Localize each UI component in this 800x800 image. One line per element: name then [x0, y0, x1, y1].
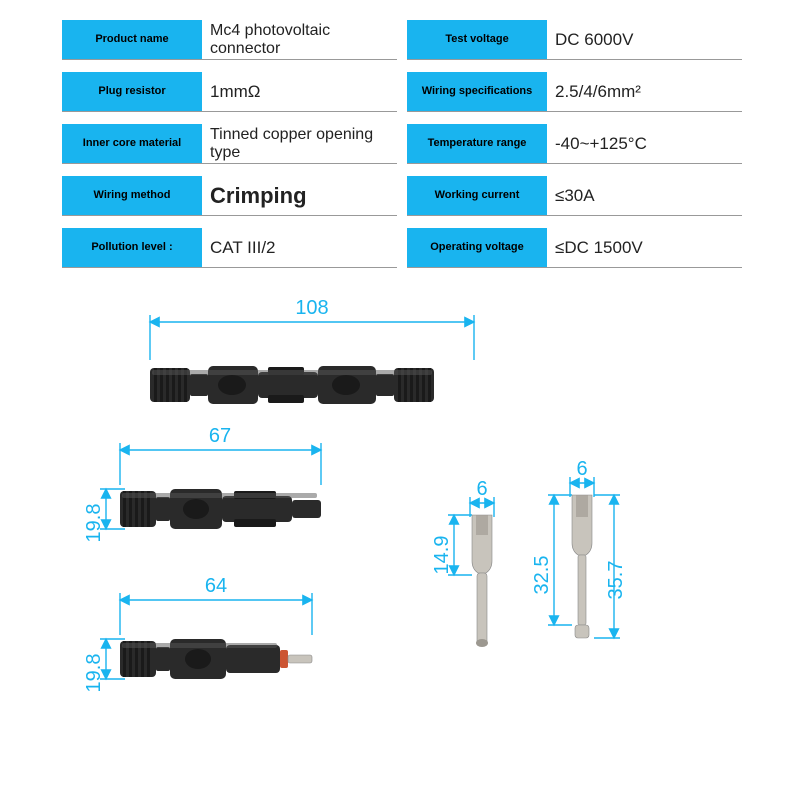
spec-row: Wiring specifications 2.5/4/6mm² — [407, 72, 742, 112]
spec-label: Test voltage — [407, 20, 547, 59]
spec-value: CAT III/2 — [202, 228, 397, 267]
spec-value: ≤DC 1500V — [547, 228, 742, 267]
spec-value: DC 6000V — [547, 20, 742, 59]
spec-col-right: Test voltage DC 6000V Wiring specificati… — [407, 20, 742, 268]
male-half: 67 19.8 — [83, 425, 321, 542]
dim-label: 6 — [576, 458, 587, 480]
spec-col-left: Product name Mc4 photovoltaic connector … — [62, 20, 397, 268]
spec-label: Temperature range — [407, 124, 547, 163]
dim-label: 19.8 — [83, 654, 105, 693]
spec-row: Wiring method Crimping — [62, 176, 397, 216]
spec-label: Operating voltage — [407, 228, 547, 267]
spec-value: 2.5/4/6mm² — [547, 72, 742, 111]
dim-label: 67 — [209, 425, 231, 447]
spec-row: Plug resistor 1mmΩ — [62, 72, 397, 112]
spec-value: ≤30A — [547, 176, 742, 215]
dimension-diagram: 108 — [60, 300, 760, 790]
female-half: 64 19.8 — [83, 575, 312, 692]
spec-row: Working current ≤30A — [407, 176, 742, 216]
dim-label: 108 — [295, 300, 328, 319]
spec-label: Plug resistor — [62, 72, 202, 111]
spec-label: Wiring specifications — [407, 72, 547, 111]
spec-label: Wiring method — [62, 176, 202, 215]
spec-table: Product name Mc4 photovoltaic connector … — [62, 20, 742, 268]
spec-value: Tinned copper opening type — [202, 124, 397, 163]
spec-value: Mc4 photovoltaic connector — [202, 20, 397, 59]
spec-row: Inner core material Tinned copper openin… — [62, 124, 397, 164]
dim-label: 19.8 — [83, 504, 105, 543]
spec-label: Product name — [62, 20, 202, 59]
spec-row: Product name Mc4 photovoltaic connector — [62, 20, 397, 60]
dim-label: 14.9 — [431, 536, 453, 575]
spec-row: Pollution level : CAT III/2 — [62, 228, 397, 268]
spec-label: Working current — [407, 176, 547, 215]
spec-value: -40~+125°C — [547, 124, 742, 163]
spec-value: 1mmΩ — [202, 72, 397, 111]
dim-label: 6 — [476, 478, 487, 500]
dim-label: 64 — [205, 575, 227, 597]
dim-label: 32.5 — [531, 556, 553, 595]
long-pin: 6 32.5 35.7 — [531, 458, 627, 638]
spec-row: Test voltage DC 6000V — [407, 20, 742, 60]
spec-value: Crimping — [202, 176, 397, 215]
spec-label: Pollution level : — [62, 228, 202, 267]
spec-row: Temperature range -40~+125°C — [407, 124, 742, 164]
diagram-svg: 108 — [60, 300, 760, 790]
spec-label: Inner core material — [62, 124, 202, 163]
dim-label: 35.7 — [605, 561, 627, 600]
assembled-connector: 108 — [150, 300, 474, 404]
short-pin: 6 14.9 — [431, 478, 494, 647]
spec-row: Operating voltage ≤DC 1500V — [407, 228, 742, 268]
